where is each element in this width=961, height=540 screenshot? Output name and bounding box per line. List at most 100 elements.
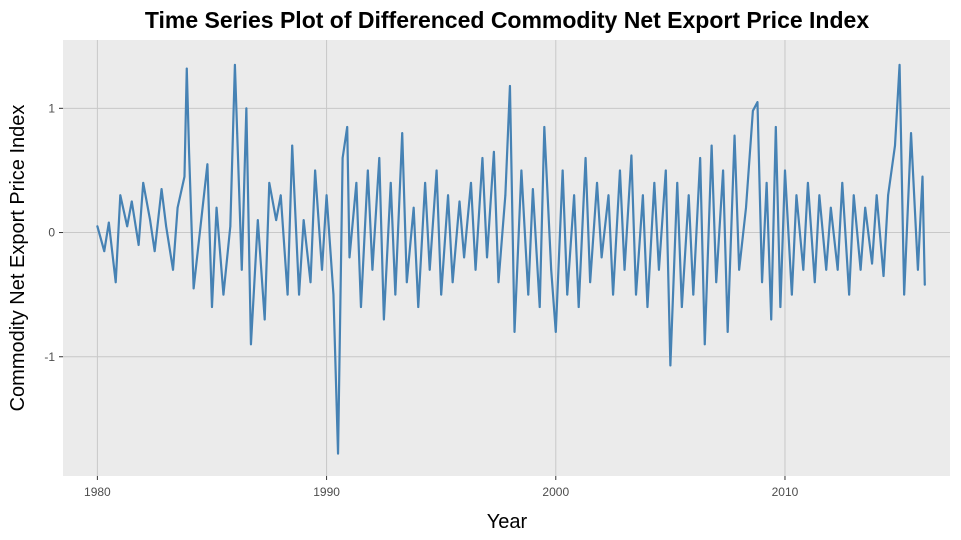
data-point	[619, 169, 621, 172]
data-point	[765, 181, 768, 184]
data-point	[103, 250, 106, 253]
data-point	[531, 188, 534, 190]
data-point	[286, 293, 289, 296]
data-point	[206, 163, 209, 166]
data-point	[142, 181, 145, 184]
data-point	[903, 293, 906, 296]
data-point	[321, 268, 323, 271]
x-tick-label: 1990	[313, 485, 340, 499]
data-point	[236, 132, 239, 135]
data-point	[538, 306, 541, 308]
data-point	[738, 268, 741, 271]
data-point	[818, 194, 821, 197]
data-point	[687, 194, 690, 197]
data-point	[658, 268, 660, 271]
data-point	[646, 306, 649, 308]
data-point	[355, 181, 358, 184]
series-layer	[96, 63, 926, 455]
data-point	[710, 144, 713, 147]
data-point	[703, 343, 706, 346]
data-point	[183, 175, 186, 178]
data-point	[751, 109, 754, 112]
data-point	[346, 126, 349, 128]
data-point	[813, 281, 816, 284]
x-tick-label: 2010	[772, 485, 799, 499]
grid-lines	[63, 40, 950, 476]
data-point	[910, 132, 912, 135]
data-point	[463, 256, 465, 259]
y-axis-title: Commodity Net Export Price Index	[7, 105, 29, 412]
data-point	[623, 268, 626, 271]
data-point	[394, 293, 397, 296]
data-point	[829, 206, 832, 209]
data-point	[887, 194, 890, 197]
data-point	[440, 293, 443, 296]
data-point	[137, 244, 140, 246]
data-point	[726, 331, 729, 333]
data-point	[630, 154, 633, 157]
y-tick-label: 0	[48, 226, 55, 240]
data-point	[486, 256, 488, 259]
data-point	[451, 281, 454, 284]
data-point	[481, 157, 484, 159]
data-point	[165, 225, 168, 228]
data-point	[774, 126, 777, 128]
data-point	[807, 181, 809, 184]
data-point	[341, 157, 344, 159]
data-point	[250, 343, 252, 346]
data-point	[314, 169, 317, 172]
data-point	[898, 63, 901, 66]
data-point	[114, 281, 117, 284]
data-point	[153, 250, 156, 253]
data-point	[389, 181, 392, 184]
x-tick-label: 1980	[84, 485, 111, 499]
data-point	[435, 169, 438, 172]
data-point	[279, 194, 282, 197]
data-point	[188, 150, 190, 153]
data-point	[607, 194, 610, 197]
data-point	[291, 144, 294, 147]
data-point	[275, 219, 278, 222]
data-point	[309, 281, 312, 284]
y-tick-label: 1	[48, 101, 55, 115]
data-point	[160, 188, 163, 190]
data-point	[348, 256, 351, 259]
x-axis-title: Year	[487, 511, 528, 533]
data-point	[497, 281, 500, 284]
data-point	[332, 293, 335, 296]
data-point	[664, 169, 667, 172]
data-point	[268, 181, 271, 184]
data-point	[566, 293, 569, 296]
data-point	[405, 281, 408, 284]
data-point	[337, 452, 339, 455]
data-point	[635, 293, 637, 296]
data-point	[848, 293, 851, 296]
data-point	[825, 268, 828, 271]
data-point	[360, 306, 362, 308]
data-point	[871, 262, 873, 265]
data-point	[756, 101, 759, 104]
data-point	[676, 181, 679, 184]
y-axis-ticks: -1 0 1	[44, 101, 63, 364]
data-point	[543, 126, 546, 128]
data-point	[130, 200, 133, 203]
data-point	[382, 318, 385, 321]
data-point	[325, 194, 328, 197]
data-point	[378, 157, 381, 159]
data-point	[245, 107, 248, 110]
data-point	[699, 157, 702, 159]
data-point	[790, 293, 793, 296]
data-point	[761, 281, 763, 284]
data-point	[401, 132, 404, 135]
data-point	[596, 181, 598, 184]
data-point	[894, 144, 896, 147]
data-point	[584, 157, 587, 159]
data-point	[589, 281, 592, 284]
data-point	[474, 268, 477, 271]
data-point	[802, 268, 805, 271]
data-point	[192, 287, 195, 290]
data-point	[715, 281, 718, 284]
data-point	[836, 268, 839, 271]
